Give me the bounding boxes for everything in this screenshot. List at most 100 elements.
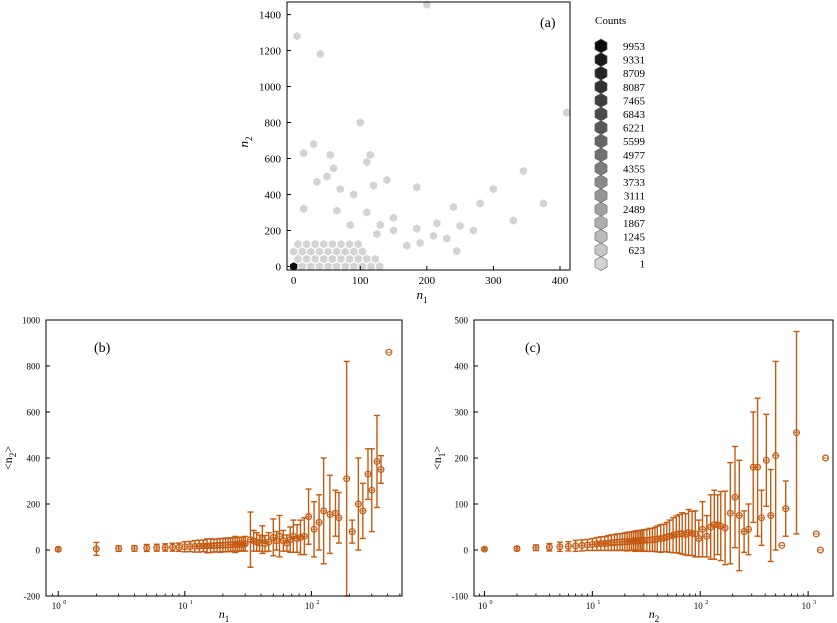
data-point [385,348,393,356]
hexbin-cell [345,254,354,264]
hexbin-cell [367,262,375,271]
hexbin-cell [389,226,398,235]
hexbin-cell [429,231,438,241]
y-tick-label: 800 [27,362,41,372]
hexbin-cell [363,254,371,264]
hexbin-cell [349,190,358,199]
hexbin-cell [433,219,441,228]
data-point [699,525,707,533]
hexbin-cell [423,0,431,9]
data-point [241,540,249,548]
hexbin-panel: 0 100 200 300 400 0 200 400 600 800 1000 1200 1400 (… [236,0,646,305]
hexbin-cell [363,208,371,217]
legend-swatch [594,215,608,231]
legend-swatch [594,133,608,149]
hexbin-cell [316,49,324,59]
y-tick-label: 1000 [22,316,41,326]
legend-title: Counts [595,15,626,27]
hexbin-cell [313,177,321,187]
hexbin-cell [336,184,344,194]
data-point [348,528,356,536]
panel-label-a: (a) [540,16,556,31]
data-point [545,543,553,551]
data-point [373,457,381,465]
hexbin-cell [293,31,301,41]
data-point [261,540,269,548]
hexbin-cell [443,234,451,243]
x-tick-label: 10 [305,601,315,611]
data-point [265,538,273,546]
legend-swatch [594,147,608,163]
data-point [320,507,328,515]
hexbin-cell [294,240,302,249]
hexbin-cell [298,262,306,271]
hexbin-cell [366,150,374,160]
x-tick-exponent: 1 [597,600,600,606]
y-tick-label: 800 [265,118,282,130]
hexbin-cell [333,206,341,215]
hexbin-cell [346,220,354,230]
x-tick-exponent: 1 [190,600,193,606]
data-point [296,533,304,541]
data-point [772,452,780,460]
legend-label: 3733 [623,177,646,189]
x-tick-label: 400 [552,275,569,287]
hexbin-cell [333,262,341,271]
data-point [593,540,601,548]
hexbin-cell [307,247,315,256]
panel-b-xlabel: n1 [219,607,230,623]
data-point [822,454,830,462]
data-point [778,541,786,549]
hexbin-cell [324,247,332,256]
legend-swatch [594,120,608,135]
x-tick-exponent: 0 [63,600,66,606]
legend-label: 5599 [623,136,646,148]
hexbin-cell [311,240,319,249]
y-tick-label: 1400 [259,10,282,22]
y-tick-label: 600 [265,153,282,165]
hexbin-cell [356,118,364,127]
x-tick-exponent: 0 [489,600,492,606]
hexbin-cell [509,216,518,225]
data-point [310,525,318,533]
legend-label: 4355 [623,163,646,175]
legend-swatch [594,52,608,67]
hexbin-cell [310,139,318,149]
hexbin-cell [563,108,571,117]
legend-swatch [594,161,608,176]
hexbin-cell [376,262,384,271]
hexbin-cell [320,240,328,249]
data-point [758,514,766,522]
hexbin-cell [337,240,345,249]
data-point [130,544,138,552]
data-point [143,544,151,552]
legend-label: 8087 [623,82,646,94]
data-point [583,541,591,549]
data-point [480,545,488,553]
data-point [305,513,313,521]
data-point [754,463,762,471]
data-point [377,466,385,474]
hexbin-cell [519,166,528,176]
data-point [564,542,572,550]
x-tick-label: 10 [694,601,704,611]
hexbin-cell [354,240,362,249]
hexbin-cell [354,254,362,264]
data-point [556,543,564,551]
x-tick-label: 10 [802,601,812,611]
hexbin-cell [337,254,345,264]
data-point [315,518,323,526]
x-tick-label: 0 [291,275,297,287]
hexbin-cell [341,247,349,256]
x-tick-label: 10 [586,601,596,611]
y-tick-label: 200 [265,225,282,237]
data-point [721,524,729,532]
y-tick-label: 1200 [259,46,282,58]
data-point [513,545,521,553]
hexbin-cell [323,172,331,181]
legend-label: 1867 [623,218,646,230]
data-point [92,545,100,553]
